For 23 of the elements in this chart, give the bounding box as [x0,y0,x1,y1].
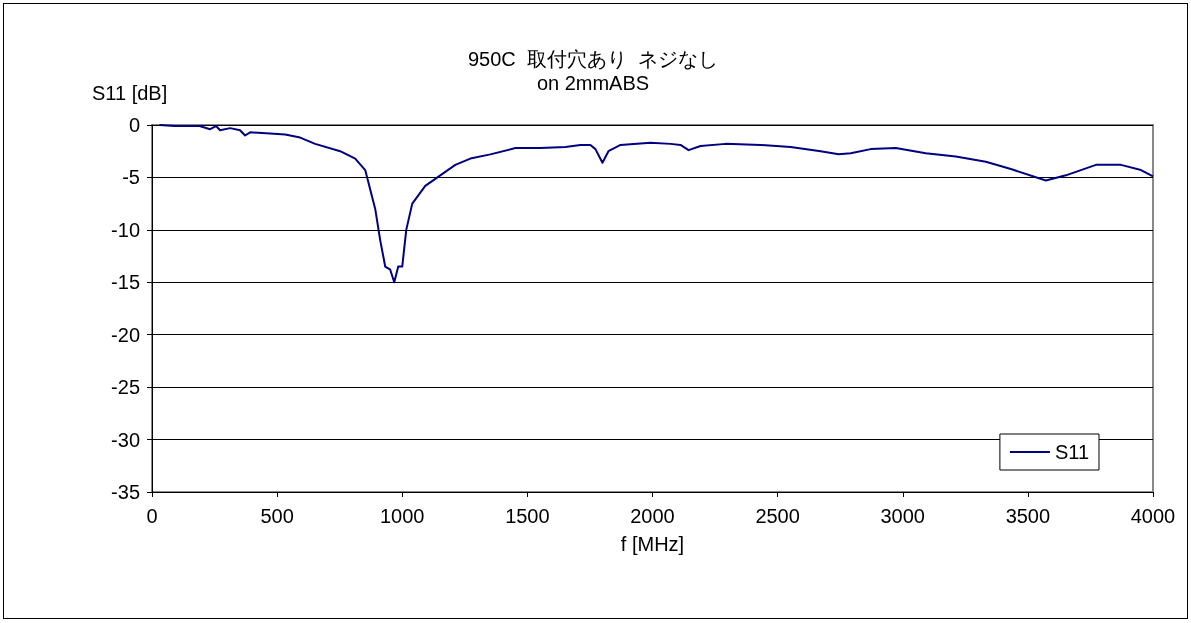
y-tick-label: -35 [111,481,140,503]
legend-label: S11 [1054,441,1090,463]
y-tick-label: -25 [111,376,140,399]
x-tick-label: 1500 [505,505,550,527]
x-axis-title: f [MHz] [620,533,685,555]
x-tick-label: 3000 [880,505,925,527]
x-tick-label: 2000 [630,505,675,527]
y-tick-label: -30 [111,428,140,451]
y-tick-label: -15 [111,271,140,294]
chart-subtitle: on 2mmABS [536,72,650,94]
x-tick-label: 2500 [755,505,800,527]
line-series [158,124,1154,284]
y-tick-label: -10 [111,218,140,241]
y-tick-label: 0 [128,114,140,136]
y-axis-title: S11 [dB] [92,82,168,104]
y-tick-label: -5 [122,166,140,189]
x-tick-label: 3500 [1005,505,1051,527]
chart-title: 950C 取付穴あり ネジなし [467,48,719,70]
y-tick-label: -20 [111,323,140,346]
x-tick-label: 0 [146,505,158,527]
x-tick-label: 4000 [1130,505,1176,527]
x-tick-label: 500 [260,505,294,527]
x-tick-label: 1000 [380,505,425,527]
